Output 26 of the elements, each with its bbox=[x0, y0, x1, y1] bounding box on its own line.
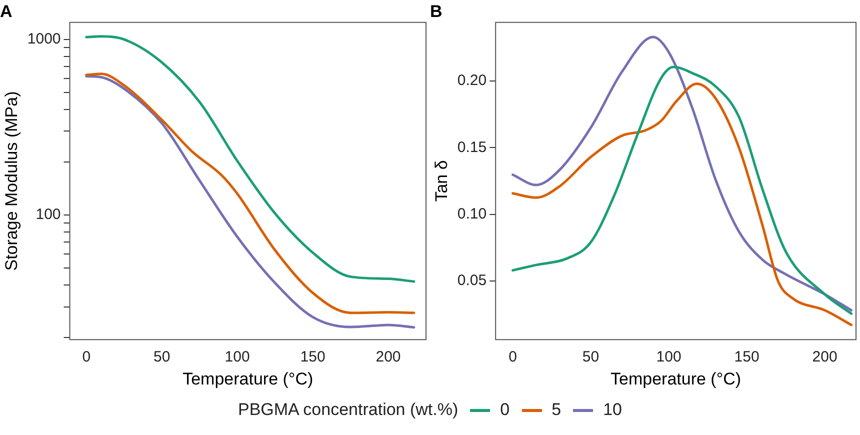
x-tick-label: 200 bbox=[812, 348, 838, 366]
y-tick-label: 0.20 bbox=[457, 72, 487, 90]
legend-label: 5 bbox=[552, 400, 562, 420]
x-tick-label: 150 bbox=[300, 348, 326, 366]
line-series bbox=[85, 35, 416, 283]
y-tick-label: 1000 bbox=[27, 30, 61, 48]
x-tick-label: 150 bbox=[734, 348, 760, 366]
legend-label: 0 bbox=[500, 400, 510, 420]
x-tick-label: 0 bbox=[82, 348, 91, 366]
x-axis-title: Temperature (°C) bbox=[610, 369, 742, 388]
x-tick-label: 200 bbox=[376, 348, 401, 366]
y-axis-title: Tan δ bbox=[432, 160, 451, 202]
x-tick-label: 50 bbox=[154, 348, 170, 366]
x-tick-label: 100 bbox=[224, 348, 250, 366]
y-tick-label: 0.05 bbox=[457, 272, 487, 290]
x-tick-label: 0 bbox=[508, 348, 517, 366]
chart-title: B bbox=[430, 2, 442, 21]
x-axis-title: Temperature (°C) bbox=[182, 369, 314, 388]
y-tick-label: 0.15 bbox=[457, 138, 487, 156]
chart-title: A bbox=[0, 2, 12, 21]
legend-label: 10 bbox=[603, 400, 622, 420]
legend-title: PBGMA concentration (wt.%) bbox=[238, 400, 458, 420]
y-tick-label: 0.10 bbox=[457, 205, 487, 222]
y-axis-title: Storage Modulus (MPa) bbox=[2, 91, 21, 271]
x-tick-label: 100 bbox=[656, 348, 682, 366]
x-tick-label: 50 bbox=[582, 348, 600, 366]
